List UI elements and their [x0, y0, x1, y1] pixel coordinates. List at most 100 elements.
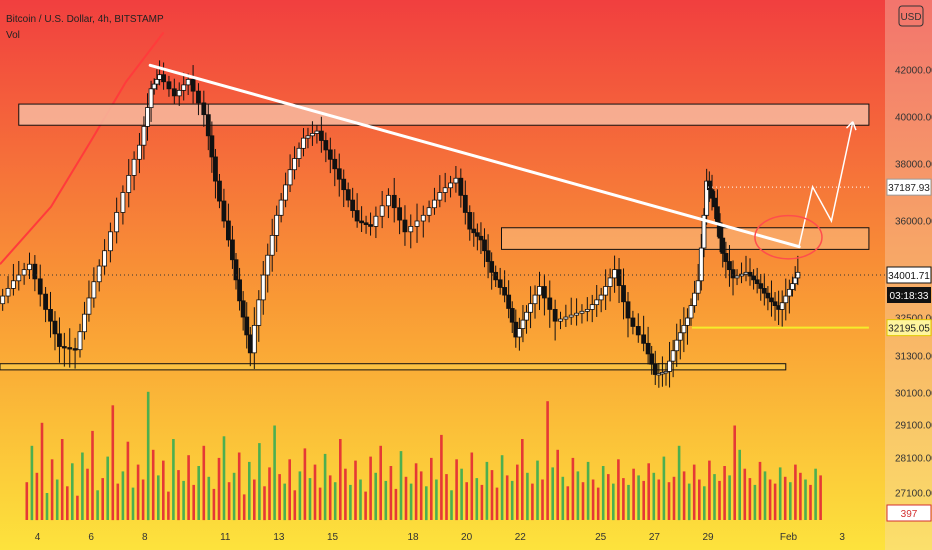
- mid-zone[interactable]: [501, 227, 870, 250]
- candle-body-down: [625, 301, 631, 319]
- support-price-label-text: 32195.05: [888, 324, 930, 335]
- candle-body-down: [196, 90, 201, 104]
- volume-bar: [723, 466, 726, 520]
- volume-bar: [202, 445, 206, 521]
- candle-body-up: [779, 302, 785, 310]
- candle-body-up: [260, 274, 266, 301]
- candle: [256, 290, 262, 342]
- candle-body-up: [520, 319, 526, 329]
- volume-bar: [728, 475, 731, 520]
- candle: [558, 311, 563, 330]
- candle: [524, 305, 529, 334]
- last-price-label-text: 34001.71: [888, 271, 930, 282]
- candle: [652, 350, 658, 385]
- candle-body-up: [603, 286, 609, 296]
- candle-body-up: [674, 339, 680, 352]
- volume-bar: [141, 479, 145, 520]
- candle: [213, 148, 218, 199]
- support-zone[interactable]: [0, 363, 787, 371]
- candle-body-down: [368, 224, 373, 227]
- candle-body-up: [120, 192, 126, 213]
- volume-bar: [773, 483, 777, 521]
- candle-body-down: [769, 297, 774, 303]
- candle: [598, 287, 604, 313]
- volume-bar: [328, 475, 332, 520]
- candle-body-down: [478, 235, 484, 241]
- volume-bar: [622, 478, 625, 520]
- candle: [5, 276, 11, 304]
- candle-body-down: [754, 279, 760, 285]
- volume-bar: [521, 439, 524, 520]
- highlight-ellipse[interactable]: [754, 214, 823, 260]
- volume-bar: [359, 479, 362, 520]
- volume-bar: [500, 455, 504, 520]
- candle-body-down: [32, 263, 38, 280]
- volume-bar: [586, 461, 590, 520]
- volume-bar: [733, 425, 736, 520]
- currency-badge[interactable]: USD: [898, 5, 924, 27]
- candle: [230, 225, 235, 269]
- candle: [379, 190, 385, 229]
- volume-bar: [617, 459, 620, 521]
- candle: [108, 222, 113, 263]
- volume-bar: [804, 479, 807, 520]
- candle: [589, 294, 595, 323]
- candle: [354, 193, 360, 228]
- candle-body-down: [723, 253, 729, 262]
- candle-body-down: [363, 222, 369, 226]
- volume-bar: [794, 464, 797, 520]
- volume-bar: [627, 484, 630, 520]
- volume-bar: [601, 466, 605, 520]
- resistance-zone[interactable]: [18, 103, 870, 126]
- candle: [77, 323, 83, 358]
- candle: [462, 180, 468, 225]
- candle: [151, 78, 157, 95]
- projection-path[interactable]: [798, 121, 854, 246]
- candle: [350, 187, 356, 218]
- volume-bar: [748, 478, 752, 520]
- volume-bar: [278, 474, 281, 520]
- volume-bar: [819, 475, 822, 520]
- candle: [91, 267, 97, 308]
- volume-bar: [455, 459, 458, 521]
- volume-bar: [419, 471, 423, 520]
- volume-bar: [445, 474, 448, 520]
- volume-bar: [450, 490, 453, 520]
- candle-body-down: [52, 320, 58, 335]
- candle-body-up: [296, 147, 302, 159]
- descending-trendline[interactable]: [148, 63, 801, 249]
- candle-body-down: [645, 342, 651, 355]
- candle: [141, 116, 147, 160]
- volume-bar: [596, 487, 600, 520]
- volume-bar: [283, 483, 286, 521]
- candle: [706, 171, 712, 202]
- candle-body-up: [102, 250, 107, 267]
- candle: [625, 292, 631, 338]
- x-tick-label: 3: [839, 532, 845, 543]
- currency-badge-label: USD: [900, 12, 921, 23]
- candle-body-up: [516, 328, 522, 338]
- candle: [386, 188, 391, 219]
- candle: [0, 288, 6, 311]
- candle-body-up: [379, 205, 385, 217]
- candle-body-up: [685, 317, 690, 326]
- candle: [493, 265, 499, 287]
- volume-bar: [81, 452, 84, 520]
- candle: [779, 290, 785, 328]
- volume-bar: [318, 487, 322, 520]
- volume-bar: [313, 464, 317, 520]
- candle-body-down: [359, 220, 364, 224]
- candle: [305, 127, 311, 149]
- candle: [61, 332, 67, 367]
- candle: [698, 233, 704, 291]
- candle: [579, 304, 585, 324]
- candle: [635, 313, 641, 343]
- volume-bar: [131, 487, 135, 520]
- candle-body-down: [761, 288, 767, 294]
- candle: [765, 286, 771, 311]
- x-tick-label: 6: [88, 532, 94, 543]
- candle-body-up: [574, 312, 579, 316]
- candle: [712, 191, 718, 220]
